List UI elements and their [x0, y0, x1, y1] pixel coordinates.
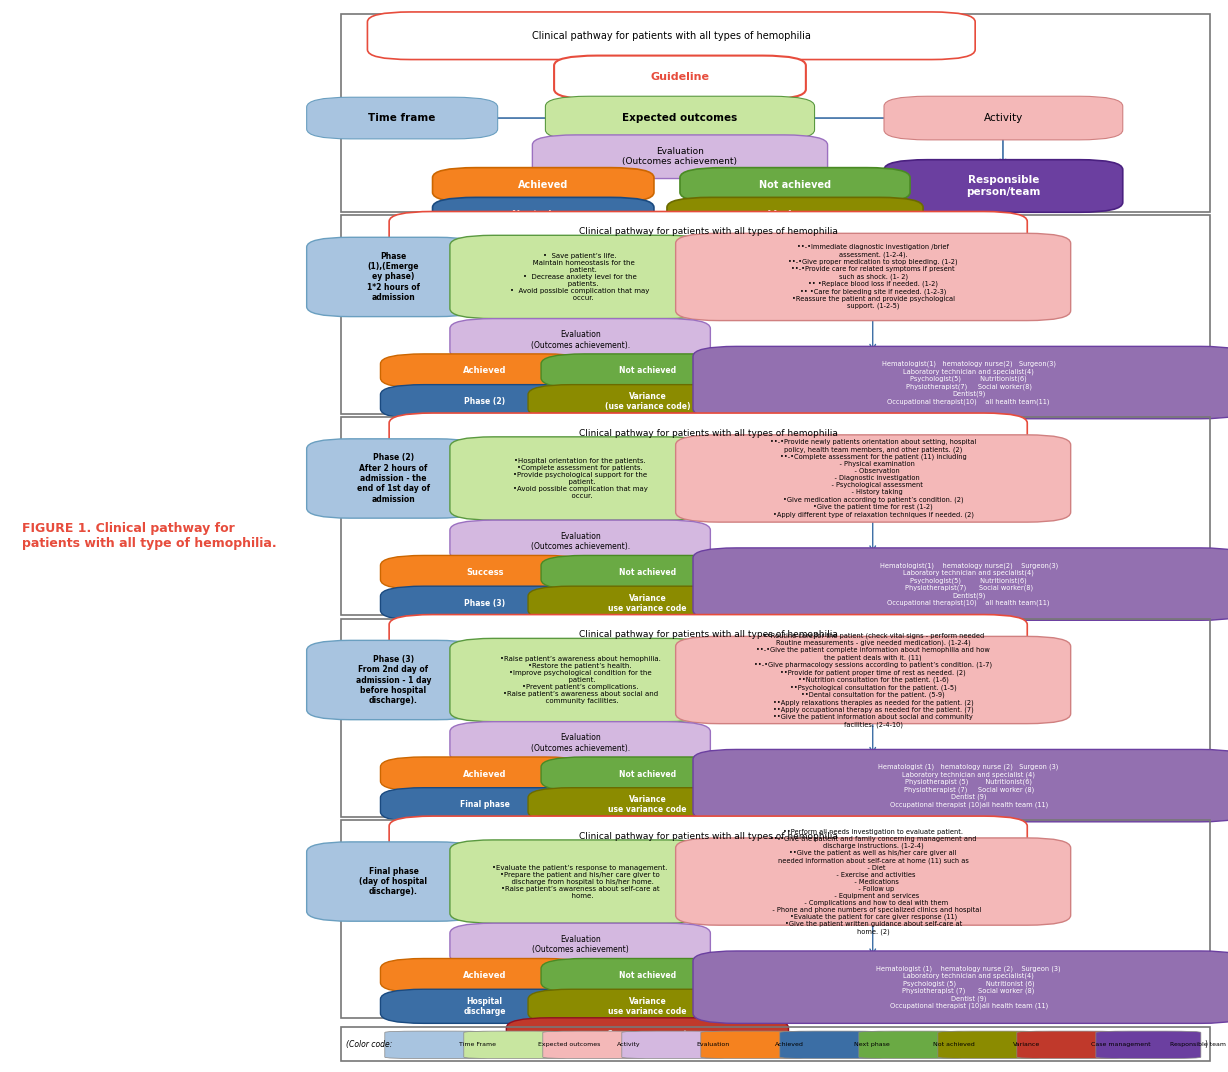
FancyBboxPatch shape — [675, 435, 1071, 522]
Text: Hematologist(1)   hematology nurse(2)   Surgeon(3)
Laboratory technician and spe: Hematologist(1) hematology nurse(2) Surg… — [882, 360, 1056, 404]
FancyBboxPatch shape — [381, 555, 588, 590]
FancyBboxPatch shape — [367, 12, 975, 60]
FancyBboxPatch shape — [384, 1031, 490, 1058]
Text: Responsible team: Responsible team — [1170, 1042, 1227, 1046]
Text: Guideline: Guideline — [651, 73, 710, 83]
FancyBboxPatch shape — [884, 160, 1122, 212]
FancyBboxPatch shape — [389, 211, 1028, 252]
FancyBboxPatch shape — [621, 1031, 727, 1058]
Text: Variance: Variance — [768, 210, 822, 220]
Text: Not achieved: Not achieved — [759, 180, 831, 190]
FancyBboxPatch shape — [528, 788, 766, 822]
FancyBboxPatch shape — [542, 555, 754, 590]
FancyBboxPatch shape — [693, 548, 1228, 621]
FancyBboxPatch shape — [542, 354, 754, 388]
Text: Not achieved: Not achieved — [933, 1042, 975, 1046]
Text: ••-•Immediate diagnostic investigation /brief
assessment. (1-2-4).
••-•Give prop: ••-•Immediate diagnostic investigation /… — [788, 244, 958, 310]
FancyBboxPatch shape — [381, 989, 588, 1024]
Text: Activity: Activity — [984, 113, 1023, 123]
FancyBboxPatch shape — [381, 958, 588, 993]
FancyBboxPatch shape — [506, 614, 788, 649]
Text: Phase (3)
From 2nd day of
admission - 1 day
before hospital
discharge).: Phase (3) From 2nd day of admission - 1 … — [356, 655, 431, 705]
Text: Evaluation
(Outcomes achievement): Evaluation (Outcomes achievement) — [623, 147, 738, 166]
FancyBboxPatch shape — [464, 1031, 569, 1058]
Text: •Evaluate the patient’s response to management.
•Prepare the patient and his/her: •Evaluate the patient’s response to mana… — [492, 864, 668, 898]
Text: Expected outcomes: Expected outcomes — [623, 113, 738, 123]
Text: ••Perform all needs investigation to evaluate patient.
••-•Give the patient and : ••Perform all needs investigation to eva… — [765, 829, 981, 935]
Text: Clinical pathway for patients with all types of hemophilia: Clinical pathway for patients with all t… — [578, 832, 837, 840]
Text: Not achieved: Not achieved — [619, 568, 675, 577]
Text: •Hospital orientation for the patients.
•Complete assessment for patients.
•Prov: •Hospital orientation for the patients. … — [513, 458, 647, 498]
FancyBboxPatch shape — [675, 637, 1071, 724]
Text: Hematologist (1)   hematology nurse (2)   Surgeon (3)
Laboratory technician and : Hematologist (1) hematology nurse (2) Su… — [878, 763, 1059, 807]
FancyBboxPatch shape — [542, 958, 754, 993]
FancyBboxPatch shape — [307, 842, 480, 921]
FancyBboxPatch shape — [693, 749, 1228, 822]
Text: Evaluation
(Outcomes achievement).: Evaluation (Outcomes achievement). — [530, 532, 630, 551]
FancyBboxPatch shape — [680, 167, 910, 203]
FancyBboxPatch shape — [938, 1031, 1043, 1058]
FancyBboxPatch shape — [449, 923, 710, 966]
FancyBboxPatch shape — [449, 236, 710, 318]
FancyBboxPatch shape — [693, 951, 1228, 1024]
Text: Case management: Case management — [608, 426, 688, 434]
FancyBboxPatch shape — [858, 1031, 964, 1058]
FancyBboxPatch shape — [884, 96, 1122, 139]
Text: Responsible
person/team: Responsible person/team — [966, 175, 1040, 197]
Text: ): ) — [1205, 1040, 1208, 1048]
Text: Phase (2): Phase (2) — [464, 398, 505, 406]
FancyBboxPatch shape — [307, 438, 480, 518]
FancyBboxPatch shape — [449, 840, 710, 923]
Text: ••-•Provide newly patients orientation about setting, hospital
policy, health te: ••-•Provide newly patients orientation a… — [770, 440, 976, 518]
Text: Phase (3): Phase (3) — [464, 599, 505, 608]
FancyBboxPatch shape — [381, 354, 588, 388]
Text: Success: Success — [465, 568, 503, 577]
Text: Achieved: Achieved — [775, 1042, 804, 1046]
FancyBboxPatch shape — [381, 757, 588, 791]
Text: Activity: Activity — [618, 1042, 641, 1046]
FancyBboxPatch shape — [632, 229, 958, 264]
Text: Hospital
discharge: Hospital discharge — [463, 997, 506, 1016]
Text: Achieved: Achieved — [463, 770, 506, 778]
FancyBboxPatch shape — [554, 56, 806, 100]
FancyBboxPatch shape — [381, 586, 588, 621]
Text: Achieved: Achieved — [518, 180, 569, 190]
Text: Not achieved: Not achieved — [619, 770, 675, 778]
Text: Not achieved: Not achieved — [619, 971, 675, 980]
FancyBboxPatch shape — [381, 385, 588, 419]
Text: •  Save patient’s life.
   Maintain homeostasis for the
   patient.
•  Decrease : • Save patient’s life. Maintain homeosta… — [511, 253, 650, 301]
Text: Case management: Case management — [744, 241, 846, 252]
Text: ••Routine care for the patient (check vital signs - perform needed
Routine measu: ••Routine care for the patient (check vi… — [754, 632, 992, 728]
Text: Evaluation
(Outcomes achievement).: Evaluation (Outcomes achievement). — [530, 733, 630, 753]
Text: Clinical pathway for patients with all types of hemophilia: Clinical pathway for patients with all t… — [578, 429, 837, 437]
Text: Expected outcomes: Expected outcomes — [538, 1042, 600, 1046]
FancyBboxPatch shape — [307, 237, 480, 316]
Text: Final phase
(day of hospital
discharge).: Final phase (day of hospital discharge). — [360, 866, 427, 896]
FancyBboxPatch shape — [389, 614, 1028, 655]
Text: Evaluation
(Outcomes achievement).: Evaluation (Outcomes achievement). — [530, 330, 630, 349]
Text: Time Frame: Time Frame — [459, 1042, 496, 1046]
Text: Variance
use variance code: Variance use variance code — [608, 795, 686, 815]
FancyBboxPatch shape — [506, 816, 788, 850]
Text: Achieved: Achieved — [463, 367, 506, 375]
FancyBboxPatch shape — [449, 721, 710, 764]
Text: (Color code:: (Color code: — [346, 1040, 392, 1048]
FancyBboxPatch shape — [389, 413, 1028, 453]
Text: Clinical pathway for patients with all types of hemophilia: Clinical pathway for patients with all t… — [578, 227, 837, 236]
FancyBboxPatch shape — [1017, 1031, 1122, 1058]
Text: Final phase: Final phase — [459, 801, 510, 809]
Text: Hematologist (1)    hematology nurse (2)    Surgeon (3)
Laboratory technician an: Hematologist (1) hematology nurse (2) Su… — [877, 965, 1061, 1009]
FancyBboxPatch shape — [307, 640, 480, 719]
FancyBboxPatch shape — [543, 1031, 648, 1058]
FancyBboxPatch shape — [675, 234, 1071, 321]
FancyBboxPatch shape — [389, 816, 1028, 857]
FancyBboxPatch shape — [545, 96, 814, 139]
FancyBboxPatch shape — [449, 318, 710, 361]
FancyBboxPatch shape — [307, 98, 497, 139]
Text: Not achieved: Not achieved — [619, 367, 675, 375]
Text: Evaluation: Evaluation — [696, 1042, 729, 1046]
Text: Achieved: Achieved — [463, 971, 506, 980]
FancyBboxPatch shape — [506, 1017, 788, 1052]
Text: Clinical pathway for patients with all types of hemophilia: Clinical pathway for patients with all t… — [532, 31, 810, 41]
Text: Phase (2)
After 2 hours of
admission - the
end of 1st day of
admission: Phase (2) After 2 hours of admission - t… — [357, 453, 430, 504]
